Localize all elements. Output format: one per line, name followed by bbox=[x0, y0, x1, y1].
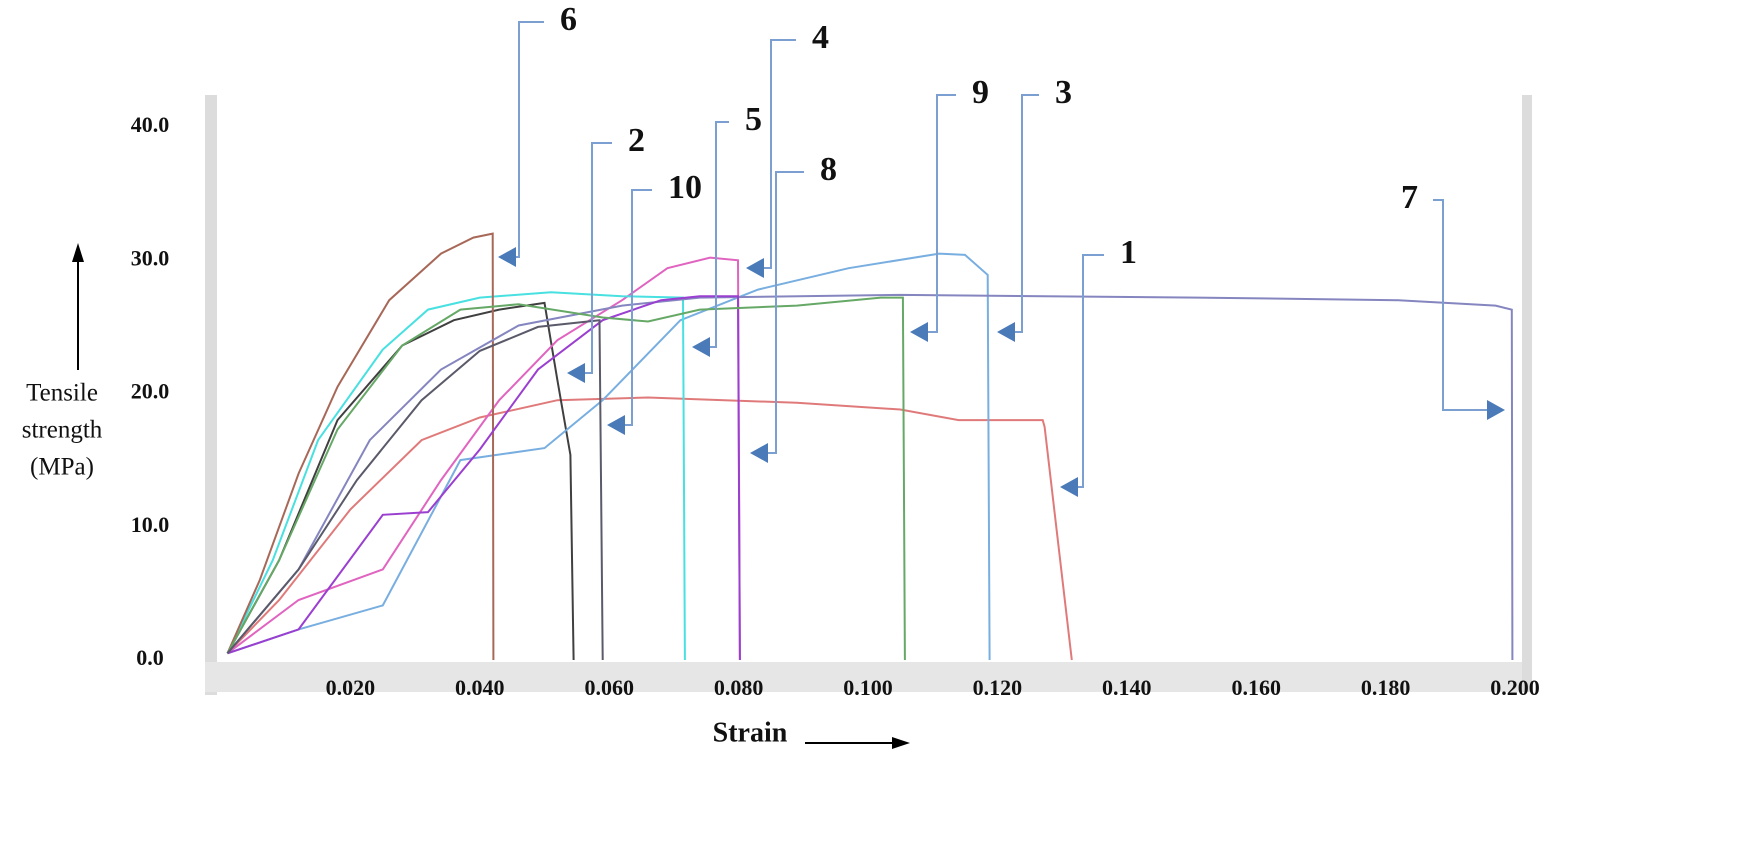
y-axis-arrowhead bbox=[72, 243, 84, 262]
series-line bbox=[226, 291, 686, 661]
y-tick-label: 30.0 bbox=[131, 245, 170, 270]
callout-arrowhead bbox=[750, 443, 768, 463]
callout-line bbox=[764, 171, 804, 454]
callout-label: 2 bbox=[628, 122, 645, 159]
y-tick-label: 20.0 bbox=[131, 379, 170, 404]
x-axis-title: Strain bbox=[713, 717, 788, 748]
series-line bbox=[226, 301, 575, 661]
callout-arrowhead bbox=[746, 258, 764, 278]
callout-arrowhead bbox=[1487, 400, 1505, 420]
callout-label: 9 bbox=[972, 74, 989, 111]
y-axis-title: Tensile bbox=[26, 380, 98, 407]
y-axis-title: strength bbox=[22, 417, 103, 444]
callout-line bbox=[924, 94, 956, 333]
bottom-frame bbox=[205, 662, 1532, 692]
x-tick-label: 0.060 bbox=[584, 675, 634, 700]
callout-label: 3 bbox=[1055, 74, 1072, 111]
callout-label: 4 bbox=[812, 19, 829, 56]
callout-arrowhead bbox=[1060, 477, 1078, 497]
x-tick-label: 0.100 bbox=[843, 675, 893, 700]
callout-label: 7 bbox=[1401, 179, 1418, 216]
callout-label: 6 bbox=[560, 1, 577, 38]
callout-line bbox=[1074, 254, 1104, 488]
callout-line bbox=[706, 121, 729, 348]
callout-arrowhead bbox=[997, 322, 1015, 342]
x-tick-label: 0.160 bbox=[1231, 675, 1281, 700]
x-tick-label: 0.200 bbox=[1490, 675, 1540, 700]
callout-line bbox=[1433, 199, 1491, 411]
series-line bbox=[226, 396, 1073, 661]
series-line bbox=[226, 296, 906, 661]
callout-line bbox=[1011, 94, 1039, 333]
series-line bbox=[227, 252, 991, 661]
right-frame bbox=[1522, 95, 1532, 692]
series-line bbox=[227, 295, 741, 661]
callout-line bbox=[621, 189, 652, 426]
series-line bbox=[226, 256, 741, 661]
x-axis-arrowhead bbox=[892, 737, 910, 749]
callout-arrowhead bbox=[567, 363, 585, 383]
callout-label: 5 bbox=[745, 101, 762, 138]
callout-line bbox=[581, 142, 612, 374]
callout-label: 8 bbox=[820, 151, 837, 188]
callout-line bbox=[760, 39, 796, 269]
series-line bbox=[226, 319, 604, 661]
callout-arrowhead bbox=[498, 247, 516, 267]
x-tick-label: 0.020 bbox=[326, 675, 376, 700]
callout-line bbox=[512, 21, 544, 258]
series-line bbox=[226, 293, 1514, 661]
x-tick-label: 0.040 bbox=[455, 675, 505, 700]
y-tick-label: 0.0 bbox=[136, 645, 164, 670]
x-tick-label: 0.140 bbox=[1102, 675, 1152, 700]
callout-arrowhead bbox=[692, 337, 710, 357]
x-tick-label: 0.180 bbox=[1361, 675, 1411, 700]
series-line bbox=[226, 232, 495, 661]
x-tick-label: 0.120 bbox=[973, 675, 1023, 700]
x-tick-label: 0.080 bbox=[714, 675, 764, 700]
left-frame bbox=[205, 95, 217, 695]
callout-arrowhead bbox=[607, 415, 625, 435]
callout-label: 1 bbox=[1120, 234, 1137, 271]
y-axis-title: (MPa) bbox=[30, 454, 94, 481]
y-tick-label: 40.0 bbox=[131, 112, 170, 137]
callout-arrowhead bbox=[910, 322, 928, 342]
callout-label: 10 bbox=[668, 169, 702, 206]
y-tick-label: 10.0 bbox=[131, 512, 170, 537]
